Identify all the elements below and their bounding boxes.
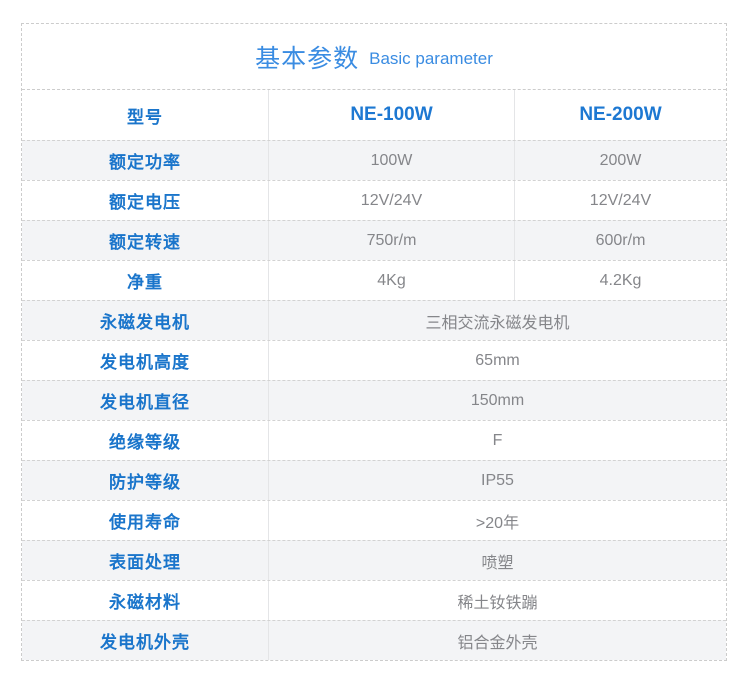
- cell-value: F: [492, 431, 503, 449]
- table-row-rated-speed: 额定转速 750r/m 600r/m: [22, 220, 726, 260]
- cell-value: 喷塑: [481, 554, 514, 572]
- cell-value: 12V/24V: [269, 181, 515, 220]
- table-row-generator-diameter: 发电机直径 150mm: [22, 380, 726, 420]
- table-title-zh: 基本参数: [255, 44, 360, 73]
- cell-value: 200W: [599, 151, 642, 169]
- table-row-insulation-class: 绝缘等级 F: [22, 420, 726, 460]
- cell-value: IP55: [481, 471, 514, 489]
- row-label: 净重: [22, 261, 269, 300]
- table-row-net-weight: 净重 4Kg 4.2Kg: [22, 260, 726, 300]
- row-label: 永磁材料: [22, 581, 269, 620]
- cell-value: 三相交流永磁发电机: [425, 314, 570, 332]
- row-label: 防护等级: [22, 461, 269, 500]
- row-label: 永磁发电机: [22, 301, 269, 340]
- row-label: 绝缘等级: [22, 421, 269, 460]
- table-row-protection-class: 防护等级 IP55: [22, 460, 726, 500]
- row-label: 额定转速: [22, 221, 269, 260]
- table-row-magnet-material: 永磁材料 稀土钕铁蹦: [22, 580, 726, 620]
- cell-value: 150mm: [470, 391, 525, 409]
- table-row-rated-voltage: 额定电压 12V/24V 12V/24V: [22, 180, 726, 220]
- table-row-surface-treatment: 表面处理 喷塑: [22, 540, 726, 580]
- table-title-en: Basic parameter: [369, 49, 493, 68]
- header-model-2: NE-200W: [579, 104, 662, 125]
- table-row-generator-height: 发电机高度 65mm: [22, 340, 726, 380]
- cell-value: 稀土钕铁蹦: [457, 594, 538, 612]
- cell-value: 4.2Kg: [599, 271, 642, 289]
- cell-value: 750r/m: [269, 221, 515, 260]
- table-header-row: 型号 NE-100W NE-200W: [22, 90, 726, 140]
- cell-value: 12V/24V: [589, 191, 652, 209]
- spec-table-panel: 基本参数 Basic parameter 型号 NE-100W NE-200W …: [21, 23, 727, 661]
- cell-value: 65mm: [475, 351, 520, 369]
- cell-value: 100W: [269, 141, 515, 180]
- row-label: 发电机外壳: [22, 621, 269, 660]
- row-label: 发电机直径: [22, 381, 269, 420]
- cell-value: >20年: [475, 514, 520, 532]
- header-label: 型号: [22, 90, 269, 140]
- row-label: 发电机高度: [22, 341, 269, 380]
- cell-value: 铝合金外壳: [457, 634, 538, 652]
- cell-value: 4Kg: [269, 261, 515, 300]
- row-label: 表面处理: [22, 541, 269, 580]
- row-label: 额定功率: [22, 141, 269, 180]
- row-label: 额定电压: [22, 181, 269, 220]
- cell-value: 600r/m: [595, 231, 646, 249]
- table-row-service-life: 使用寿命 >20年: [22, 500, 726, 540]
- table-title: 基本参数 Basic parameter: [22, 24, 726, 90]
- table-row-rated-power: 额定功率 100W 200W: [22, 140, 726, 180]
- row-label: 使用寿命: [22, 501, 269, 540]
- table-row-generator-type: 永磁发电机 三相交流永磁发电机: [22, 300, 726, 340]
- header-model-1: NE-100W: [269, 90, 515, 140]
- table-row-generator-housing: 发电机外壳 铝合金外壳: [22, 620, 726, 660]
